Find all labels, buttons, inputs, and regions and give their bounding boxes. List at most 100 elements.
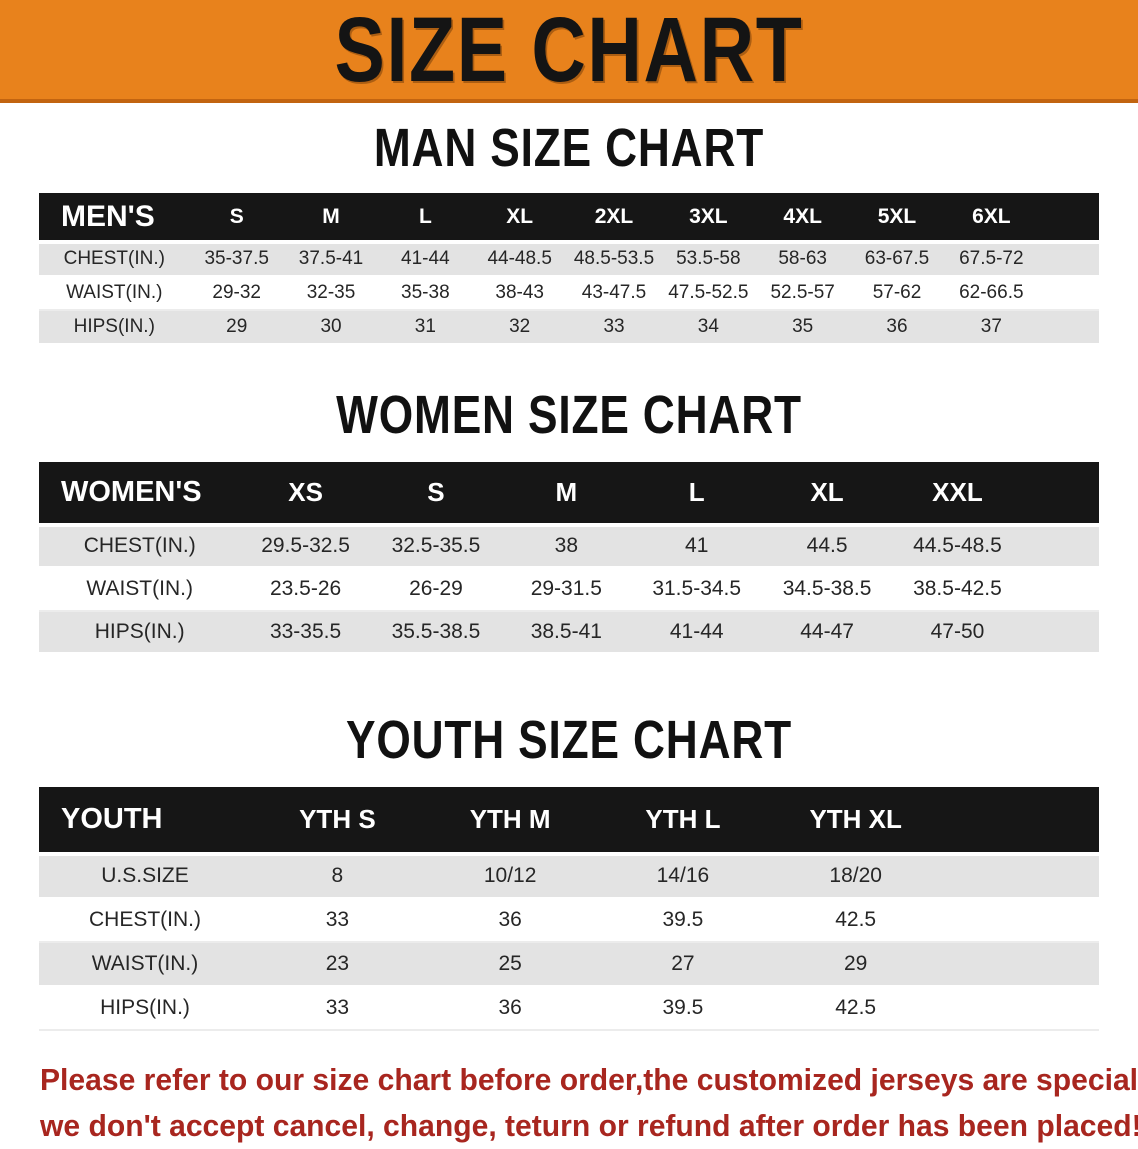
youth-size-table: YOUTH YTH S YTH M YTH L YTH XL U.S.SIZE 8 10/12… [39,787,1099,1031]
size-value-cell: 35.5-38.5 [370,610,502,655]
size-value-cell: 38 [501,524,632,569]
size-value-cell: 41 [631,524,762,569]
size-value-cell: 44-48.5 [472,242,567,278]
size-value-cell: 31.5-34.5 [631,567,762,612]
size-column-header: 3XL [661,193,756,244]
size-column-header: M [283,193,379,244]
table-header-row: MEN'S S M L XL 2XL 3XL 4XL 5XL 6XL [39,193,1099,244]
size-value-cell: 42.5 [769,986,943,1031]
size-value-cell: 33-35.5 [240,610,371,655]
table-row: HIPS(IN.) 33-35.5 35.5-38.5 38.5-41 41-44 44-… [39,610,1099,655]
size-value-cell: 39.5 [596,986,770,1031]
size-value-cell: 33 [566,310,662,346]
size-value-cell: 36 [849,310,945,346]
women-size-table-wrap: WOMEN'S XS S M L XL XXL CHEST(IN.) 29.5-32.5 32.5… [0,461,1138,655]
size-column-header: 6XL [944,193,1039,244]
spacer-cell [1038,193,1099,244]
youth-size-chart-heading-text: YOUTH SIZE CHART [345,710,793,770]
spacer-cell [1022,461,1099,527]
size-value-cell: 35 [755,310,850,346]
table-label-header: MEN'S [39,193,190,244]
size-value-cell: 36 [423,986,597,1031]
size-value-cell: 30 [283,310,379,346]
size-value-cell: 29 [189,310,284,346]
youth-size-chart-heading: YOUTH SIZE CHART [0,710,1138,783]
size-value-cell: 34 [661,310,756,346]
spacer-cell [942,854,1099,900]
size-value-cell: 34.5-38.5 [761,567,893,612]
size-value-cell: 38.5-41 [501,610,632,655]
row-label-cell: CHEST(IN.) [39,242,190,278]
size-value-cell: 35-38 [378,276,473,311]
size-value-cell: 25 [423,942,597,988]
size-value-cell: 63-67.5 [849,242,945,278]
table-row: WAIST(IN.) 23.5-26 26-29 29-31.5 31.5-34.5 34… [39,567,1099,612]
size-value-cell: 38-43 [472,276,567,311]
size-value-cell: 48.5-53.5 [566,242,662,278]
banner: SIZE CHART [0,0,1138,103]
spacer-cell [1022,610,1099,655]
size-value-cell: 36 [423,898,597,943]
size-column-header: XL [761,461,893,527]
size-value-cell: 29 [769,942,943,988]
size-value-cell: 43-47.5 [566,276,662,311]
size-column-header: YTH M [423,787,597,856]
size-value-cell: 44-47 [761,610,893,655]
size-value-cell: 44.5 [761,524,893,569]
size-column-header: YTH L [596,787,770,856]
spacer-cell [942,898,1099,943]
size-value-cell: 44.5-48.5 [892,524,1023,569]
size-value-cell: 67.5-72 [944,242,1039,278]
table-row: CHEST(IN.) 35-37.5 37.5-41 41-44 44-48.5 48.5… [39,242,1099,278]
size-value-cell: 47-50 [892,610,1023,655]
size-column-header: L [378,193,473,244]
spacer-cell [1022,567,1099,612]
spacer-cell [1038,242,1099,278]
size-value-cell: 32-35 [283,276,379,311]
size-value-cell: 18/20 [769,854,943,900]
size-value-cell: 29.5-32.5 [240,524,371,569]
row-label-cell: CHEST(IN.) [39,524,241,569]
size-value-cell: 23 [251,942,424,988]
size-value-cell: 8 [251,854,424,900]
row-label-cell: HIPS(IN.) [39,986,251,1031]
disclaimer: Please refer to our size chart before or… [40,1057,1138,1149]
size-value-cell: 47.5-52.5 [661,276,756,311]
size-column-header: S [189,193,284,244]
size-value-cell: 41-44 [631,610,762,655]
size-column-header: XL [472,193,567,244]
size-value-cell: 58-63 [755,242,850,278]
table-header-row: YOUTH YTH S YTH M YTH L YTH XL [39,787,1099,856]
women-size-chart-heading: WOMEN SIZE CHART [0,384,1138,458]
spacer-cell [1038,310,1099,346]
row-label-cell: WAIST(IN.) [39,567,241,612]
size-value-cell: 41-44 [378,242,473,278]
size-column-header: 5XL [849,193,945,244]
women-size-chart-heading-text: WOMEN SIZE CHART [336,384,802,445]
men-size-table-wrap: MEN'S S M L XL 2XL 3XL 4XL 5XL 6XL CHEST(IN.) 35-37… [0,193,1138,346]
disclaimer-line-2: we don't accept cancel, change, teturn o… [40,1108,1138,1143]
size-column-header: 2XL [566,193,662,244]
table-row: HIPS(IN.) 29 30 31 32 33 34 35 36 37 [39,310,1099,346]
spacer-cell [1038,276,1099,311]
row-label-cell: U.S.SIZE [39,854,251,900]
size-column-header: XXL [892,461,1023,527]
row-label-cell: WAIST(IN.) [39,276,190,311]
size-value-cell: 29-31.5 [501,567,632,612]
size-value-cell: 23.5-26 [240,567,371,612]
size-value-cell: 57-62 [849,276,945,311]
size-value-cell: 29-32 [189,276,284,311]
row-label-cell: HIPS(IN.) [39,310,190,346]
size-value-cell: 53.5-58 [661,242,756,278]
size-value-cell: 35-37.5 [189,242,284,278]
size-value-cell: 33 [251,986,424,1031]
size-value-cell: 31 [378,310,473,346]
size-value-cell: 62-66.5 [944,276,1039,311]
row-label-cell: HIPS(IN.) [39,610,241,655]
table-row: U.S.SIZE 8 10/12 14/16 18/20 [39,854,1099,900]
size-value-cell: 14/16 [596,854,770,900]
spacer-cell [1022,524,1099,569]
size-value-cell: 10/12 [423,854,597,900]
women-size-table: WOMEN'S XS S M L XL XXL CHEST(IN.) 29.5-32.5 32.5… [39,461,1099,655]
size-column-header: YTH XL [769,787,943,856]
